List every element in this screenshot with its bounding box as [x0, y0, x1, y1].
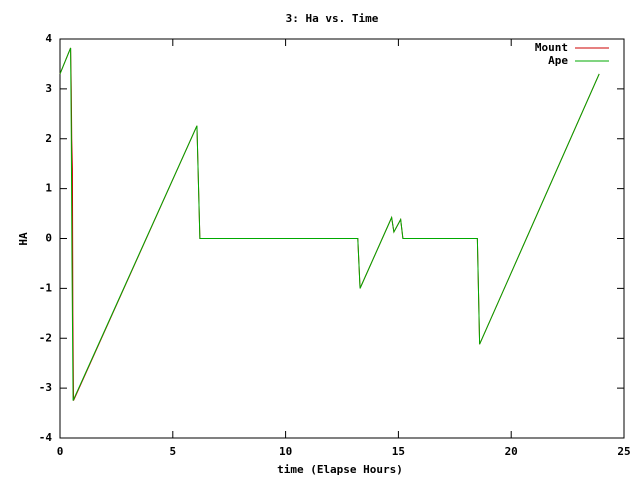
x-tick-label: 0 — [57, 445, 64, 458]
y-axis-label: HA — [17, 232, 30, 246]
y-tick-label: 4 — [45, 32, 52, 45]
x-axis-label: time (Elapse Hours) — [277, 463, 403, 476]
legend-label: Ape — [548, 54, 568, 67]
x-tick-label: 15 — [392, 445, 405, 458]
x-tick-label: 25 — [617, 445, 630, 458]
y-tick-label: 0 — [45, 232, 52, 245]
x-tick-label: 5 — [169, 445, 176, 458]
y-tick-label: -2 — [39, 331, 52, 344]
x-tick-label: 20 — [505, 445, 518, 458]
y-tick-label: 3 — [45, 82, 52, 95]
x-tick-label: 10 — [279, 445, 292, 458]
series-line — [59, 47, 600, 401]
legend-label: Mount — [535, 41, 568, 54]
y-tick-label: 1 — [45, 182, 52, 195]
y-tick-label: -1 — [39, 281, 53, 294]
y-tick-label: 2 — [45, 132, 52, 145]
chart-title: 3: Ha vs. Time — [286, 12, 379, 25]
y-tick-label: -4 — [39, 431, 53, 444]
y-tick-label: -3 — [39, 381, 52, 394]
